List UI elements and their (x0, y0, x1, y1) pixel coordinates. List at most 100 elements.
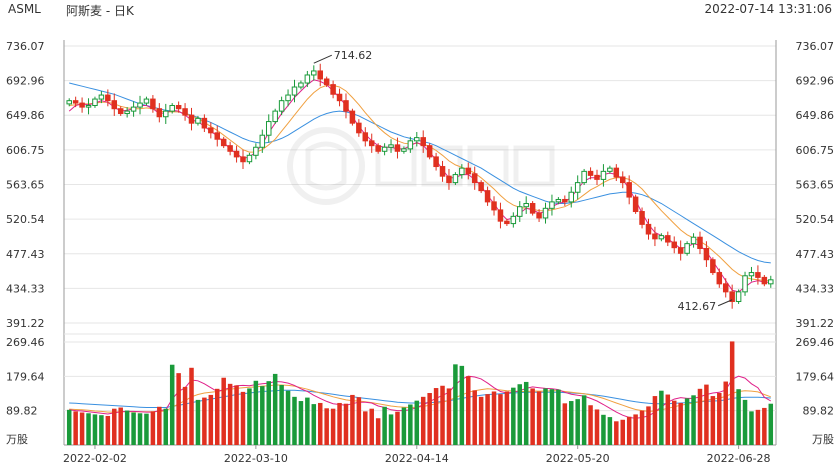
candle (175, 104, 182, 110)
volume-bars (66, 341, 774, 445)
volume-bar (517, 384, 523, 445)
candle (755, 272, 761, 278)
candle (768, 279, 774, 285)
candle (710, 259, 716, 274)
candle (484, 190, 491, 203)
candle (529, 202, 536, 214)
volume-bar (652, 396, 658, 445)
volume-bar (408, 404, 413, 445)
candle (298, 82, 304, 88)
candle (130, 106, 137, 112)
volume-bar (717, 393, 722, 445)
candle (137, 102, 143, 108)
price-tick-right: 520.54 (796, 213, 835, 226)
volume-bar (79, 412, 85, 445)
candle (343, 100, 349, 112)
volume-bar (395, 411, 400, 445)
volume-bar (324, 408, 329, 445)
candle (79, 102, 85, 108)
volume-bar (279, 384, 284, 445)
volume-bar (73, 411, 78, 445)
volume-bar (671, 400, 677, 445)
volume-bar (118, 407, 123, 445)
volume-bar (202, 397, 207, 445)
volume-tick-left: 269.46 (6, 336, 45, 349)
candle (143, 98, 150, 104)
volume-bar (182, 386, 188, 445)
volume-bar (298, 401, 304, 445)
volume-bar (472, 390, 477, 445)
candle (658, 235, 665, 240)
price-axis: 736.07 736.07 692.96 692.96 649.86 649.86 606.… (6, 40, 834, 330)
volume-bar (427, 393, 432, 445)
volume-bar (311, 404, 317, 445)
candle (761, 276, 768, 285)
candle (581, 170, 587, 184)
candle (388, 144, 394, 148)
candle (349, 110, 356, 124)
candle (362, 132, 369, 142)
volume-bar (581, 395, 587, 445)
candle (368, 140, 375, 147)
candle (426, 145, 433, 158)
volume-bar (511, 387, 516, 445)
volume-bar (614, 421, 619, 445)
volume-bar (253, 380, 259, 445)
date-tick: 2022-05-20 (546, 452, 610, 465)
volume-bar (459, 365, 465, 445)
volume-bar (736, 389, 741, 445)
candle (587, 170, 594, 176)
volume-bar (234, 385, 239, 445)
candle (742, 275, 748, 293)
volume-bar (112, 408, 117, 445)
candle (748, 272, 755, 277)
volume-bar (755, 409, 761, 445)
candle (722, 283, 729, 293)
volume-bar (163, 408, 169, 445)
volume-bar (420, 396, 426, 445)
price-tick-right: 649.86 (796, 109, 835, 122)
candle (652, 233, 658, 240)
candle (600, 170, 607, 180)
volume-bar (240, 391, 246, 445)
volume-bar (762, 407, 767, 445)
candle (433, 156, 439, 168)
volume-bar (176, 373, 181, 445)
volume-tick-left: 179.64 (6, 370, 45, 383)
candle (253, 146, 259, 156)
candle (98, 94, 105, 100)
volume-bar (375, 418, 381, 445)
volume-bar (646, 406, 651, 445)
candle (105, 94, 111, 102)
volume-bar (363, 411, 368, 445)
volume-bar (433, 388, 439, 445)
volume-bar (292, 396, 297, 445)
candle (619, 176, 626, 184)
volume-unit-right: 万股 (812, 433, 834, 446)
candle (703, 247, 710, 261)
candle (459, 167, 465, 176)
volume-bar (723, 381, 728, 445)
high-annotation: 714.62 (334, 49, 373, 62)
volume-bar (221, 377, 226, 445)
volume-bar (272, 373, 278, 445)
candle (156, 108, 163, 118)
candle (111, 100, 118, 110)
volume-bar (388, 414, 394, 445)
candle (375, 145, 381, 152)
volume-bar (86, 413, 91, 445)
volume-bar (530, 388, 535, 445)
candle (311, 70, 317, 76)
date-tick: 2022-04-14 (385, 452, 449, 465)
volume-bar (337, 402, 342, 445)
volume-bar (478, 396, 484, 445)
volume-bar (749, 411, 754, 445)
candle (607, 167, 613, 172)
price-tick-left: 477.43 (6, 248, 45, 261)
candle (697, 236, 703, 249)
price-tick-left: 649.86 (6, 109, 45, 122)
candle (92, 98, 98, 106)
price-tick-right: 606.75 (796, 144, 835, 157)
candle (491, 201, 497, 211)
